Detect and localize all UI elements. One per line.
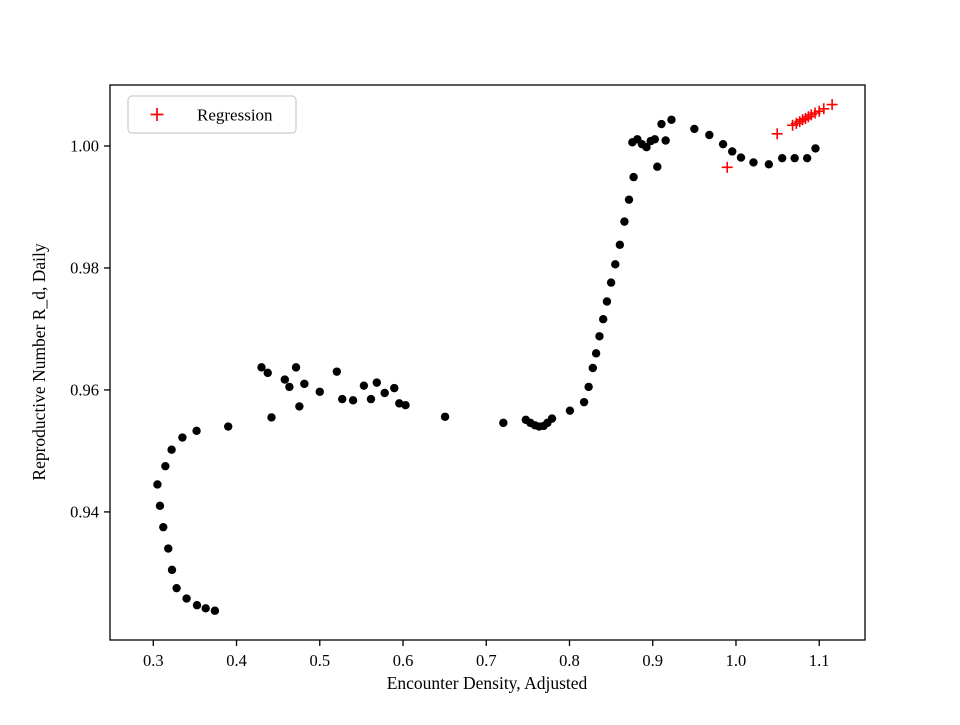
data-point <box>263 368 272 378</box>
x-tick-label: 0.3 <box>143 651 164 670</box>
regression-point-marker <box>818 103 830 115</box>
regression-point-marker <box>721 161 733 173</box>
data-point <box>178 433 187 442</box>
data-point <box>591 349 601 358</box>
data-point <box>790 153 799 163</box>
data-point <box>777 153 787 163</box>
data-point <box>728 147 737 156</box>
y-tick-label: 0.94 <box>70 502 99 521</box>
data-point <box>172 583 181 593</box>
legend-box <box>127 95 297 134</box>
regression-point-marker <box>813 105 825 117</box>
y-tick-label: 0.96 <box>70 380 99 399</box>
data-point <box>690 124 699 134</box>
data-point <box>595 332 604 341</box>
data-point <box>164 544 173 553</box>
data-point <box>749 158 758 167</box>
data-point <box>615 240 625 249</box>
data-point <box>372 378 381 387</box>
data-point <box>192 601 202 610</box>
data-point <box>802 153 812 163</box>
data-point <box>182 594 191 603</box>
data-point <box>629 172 638 182</box>
data-point <box>547 414 557 423</box>
data-point <box>661 136 670 145</box>
data-point <box>380 388 389 398</box>
data-point <box>201 604 210 613</box>
data-point <box>390 383 399 393</box>
data-points <box>153 115 820 615</box>
data-point <box>300 379 309 389</box>
data-point <box>579 397 589 407</box>
data-point <box>338 394 347 404</box>
y-axis-label: Reproductive Number R_d, Daily <box>29 243 49 480</box>
x-tick-label: 0.5 <box>309 651 330 670</box>
data-point <box>192 426 201 436</box>
data-point <box>210 606 220 615</box>
data-point <box>280 375 290 384</box>
x-tick-label: 0.9 <box>642 651 663 670</box>
x-tick-label: 0.7 <box>476 651 497 670</box>
regression-point-marker <box>826 99 838 111</box>
data-point <box>167 445 176 454</box>
x-tick-label: 1.0 <box>726 651 747 670</box>
data-point <box>642 143 651 152</box>
data-point <box>624 195 634 204</box>
data-point <box>599 314 608 324</box>
data-point <box>315 387 324 396</box>
data-point <box>811 144 820 153</box>
data-point <box>499 418 508 428</box>
data-point <box>153 480 162 489</box>
data-point <box>611 260 620 269</box>
data-point <box>332 367 342 376</box>
data-point <box>155 501 165 511</box>
data-point <box>257 363 266 372</box>
regression-point-marker <box>771 128 783 140</box>
x-tick-label: 0.6 <box>393 651 414 670</box>
data-point <box>653 162 662 171</box>
data-point <box>650 135 660 144</box>
y-axis: 0.94 0.96 0.98 1.00 <box>70 136 110 521</box>
data-point <box>565 406 575 415</box>
regression-points <box>721 99 838 173</box>
x-axis: 0.3 0.4 0.5 0.6 0.7 0.8 0.9 1.0 1.1 <box>143 640 830 670</box>
data-point <box>588 363 598 373</box>
data-point <box>401 400 410 410</box>
x-tick-label: 1.1 <box>809 651 830 670</box>
plot-border <box>109 84 866 641</box>
data-point <box>718 139 728 149</box>
data-point <box>267 413 276 422</box>
data-point <box>285 382 294 392</box>
data-point <box>606 278 616 287</box>
data-point <box>159 522 168 532</box>
data-point <box>161 461 170 471</box>
legend: Regression <box>127 95 297 134</box>
y-tick-label: 0.98 <box>70 258 99 277</box>
x-axis-label: Encounter Density, Adjusted <box>387 673 588 693</box>
data-point <box>620 217 629 226</box>
legend-regression-label: Regression <box>197 106 273 125</box>
data-point <box>667 115 676 124</box>
data-point <box>224 422 233 431</box>
data-point <box>602 297 612 306</box>
data-point <box>359 381 369 390</box>
data-point <box>584 382 593 392</box>
data-point <box>366 394 376 404</box>
data-point <box>295 402 304 411</box>
data-point <box>291 363 301 372</box>
data-point <box>348 396 358 405</box>
data-point <box>657 119 666 129</box>
legend-regression-marker-icon <box>150 108 164 121</box>
x-tick-label: 0.8 <box>559 651 580 670</box>
data-point <box>764 160 774 169</box>
data-point <box>167 565 177 575</box>
data-point <box>736 153 746 162</box>
data-point <box>440 412 450 421</box>
x-tick-label: 0.4 <box>226 651 247 670</box>
y-tick-label: 1.00 <box>70 136 99 155</box>
plot-area: 0.3 0.4 0.5 0.6 0.7 0.8 0.9 1.0 1.1 0.94 0.96 0.98 1… <box>70 84 866 670</box>
data-point <box>705 130 714 140</box>
